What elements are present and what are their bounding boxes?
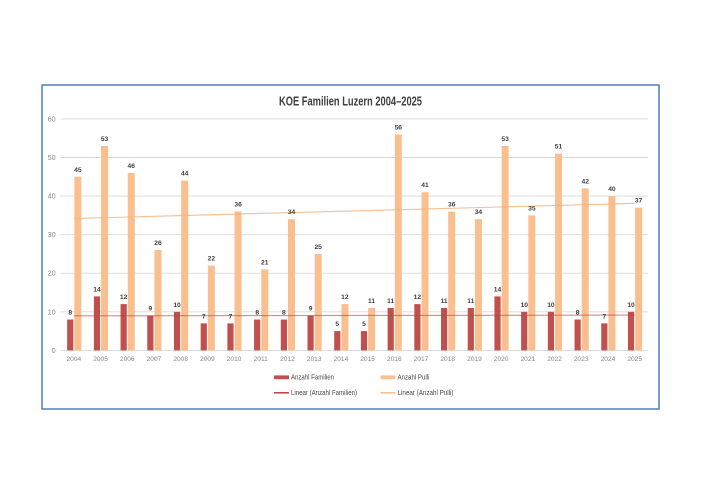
svg-text:14: 14 <box>494 286 502 293</box>
svg-text:Linear (Anzahl Familien): Linear (Anzahl Familien) <box>291 388 357 397</box>
svg-text:12: 12 <box>414 294 422 301</box>
svg-text:Anzahl Pulli: Anzahl Pulli <box>398 373 430 382</box>
svg-text:11: 11 <box>368 298 375 305</box>
svg-text:2016: 2016 <box>387 356 402 363</box>
svg-text:34: 34 <box>288 209 296 216</box>
svg-text:2020: 2020 <box>494 356 509 363</box>
svg-text:25: 25 <box>314 244 322 251</box>
svg-text:12: 12 <box>120 294 128 301</box>
svg-text:53: 53 <box>501 136 509 143</box>
svg-text:30: 30 <box>48 230 56 239</box>
svg-text:2009: 2009 <box>200 356 215 363</box>
svg-text:11: 11 <box>467 298 474 305</box>
svg-text:45: 45 <box>74 167 82 174</box>
svg-text:37: 37 <box>635 198 643 205</box>
svg-text:0: 0 <box>52 346 56 355</box>
svg-text:34: 34 <box>475 209 483 216</box>
svg-text:2014: 2014 <box>334 356 349 363</box>
svg-text:8: 8 <box>576 310 580 317</box>
svg-text:2025: 2025 <box>627 356 642 363</box>
svg-text:46: 46 <box>128 163 136 170</box>
svg-text:53: 53 <box>101 136 109 143</box>
svg-text:22: 22 <box>208 256 216 263</box>
svg-text:2013: 2013 <box>307 356 322 363</box>
svg-text:12: 12 <box>341 294 349 301</box>
svg-text:2008: 2008 <box>173 356 188 363</box>
svg-text:8: 8 <box>282 310 286 317</box>
svg-text:14: 14 <box>93 286 101 293</box>
svg-text:5: 5 <box>362 321 366 328</box>
svg-text:2005: 2005 <box>93 356 108 363</box>
svg-text:2023: 2023 <box>574 356 589 363</box>
svg-text:9: 9 <box>309 306 313 313</box>
svg-text:20: 20 <box>48 269 56 278</box>
svg-text:21: 21 <box>261 259 269 266</box>
svg-text:7: 7 <box>602 313 606 320</box>
svg-text:10: 10 <box>521 302 529 309</box>
svg-text:11: 11 <box>387 298 394 305</box>
svg-text:2011: 2011 <box>254 356 269 363</box>
svg-text:10: 10 <box>48 307 56 316</box>
svg-text:KOE Familien Luzern 2004–2025: KOE Familien Luzern 2004–2025 <box>279 94 422 109</box>
svg-text:10: 10 <box>547 302 555 309</box>
svg-text:51: 51 <box>555 144 563 151</box>
svg-text:2010: 2010 <box>227 356 242 363</box>
svg-text:2007: 2007 <box>147 356 162 363</box>
svg-text:8: 8 <box>255 310 259 317</box>
svg-text:2017: 2017 <box>414 356 429 363</box>
svg-text:2006: 2006 <box>120 356 135 363</box>
svg-text:10: 10 <box>173 302 181 309</box>
svg-text:11: 11 <box>441 298 448 305</box>
svg-text:2021: 2021 <box>520 356 535 363</box>
svg-text:50: 50 <box>48 153 56 162</box>
svg-text:60: 60 <box>48 114 56 123</box>
svg-text:42: 42 <box>582 178 590 185</box>
svg-text:2004: 2004 <box>67 356 82 363</box>
svg-text:2024: 2024 <box>601 356 616 363</box>
svg-text:5: 5 <box>335 321 339 328</box>
svg-text:Anzahl Familien: Anzahl Familien <box>291 373 334 382</box>
svg-text:41: 41 <box>421 182 429 189</box>
svg-text:40: 40 <box>608 186 616 193</box>
svg-text:2022: 2022 <box>547 356 562 363</box>
svg-text:26: 26 <box>154 240 162 247</box>
svg-text:44: 44 <box>181 171 189 178</box>
svg-text:8: 8 <box>68 310 72 317</box>
svg-text:2018: 2018 <box>440 356 455 363</box>
svg-text:40: 40 <box>48 192 56 201</box>
svg-text:36: 36 <box>234 202 242 209</box>
svg-text:9: 9 <box>149 306 153 313</box>
svg-text:10: 10 <box>627 302 635 309</box>
svg-text:Linear (Anzahl Pulli): Linear (Anzahl Pulli) <box>398 388 454 397</box>
svg-text:7: 7 <box>229 313 233 320</box>
svg-text:35: 35 <box>528 205 536 212</box>
svg-text:2012: 2012 <box>280 356 295 363</box>
svg-text:2015: 2015 <box>360 356 375 363</box>
svg-text:56: 56 <box>395 124 403 131</box>
svg-text:36: 36 <box>448 202 456 209</box>
svg-text:7: 7 <box>202 313 206 320</box>
svg-text:2019: 2019 <box>467 356 482 363</box>
